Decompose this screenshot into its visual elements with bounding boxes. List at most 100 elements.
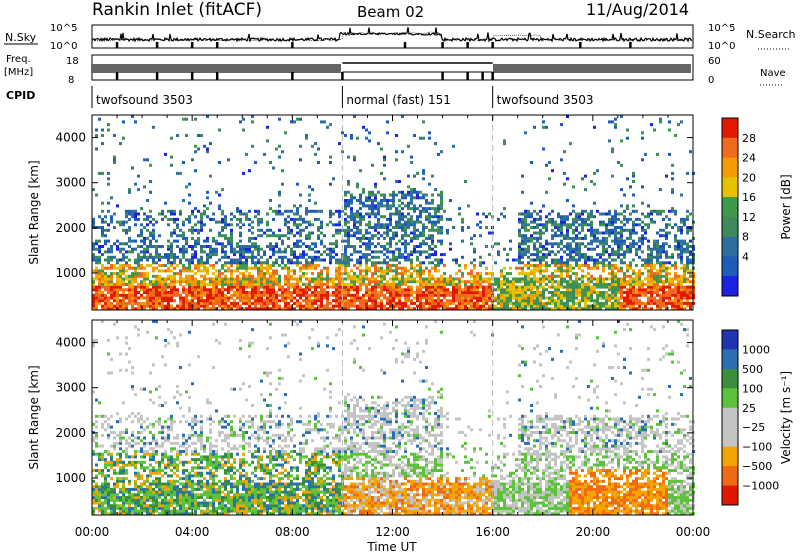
- range-cell: [638, 269, 641, 273]
- range-cell: [398, 250, 401, 254]
- range-cell: [410, 201, 413, 205]
- range-cell: [572, 272, 575, 276]
- range-cell: [110, 296, 113, 300]
- range-cell: [452, 299, 455, 303]
- range-cell: [170, 285, 173, 289]
- range-cell: [413, 234, 416, 238]
- range-cell: [287, 304, 290, 308]
- range-cell: [395, 180, 398, 183]
- range-cell: [125, 215, 128, 219]
- range-cell: [431, 299, 434, 303]
- range-cell: [296, 223, 299, 227]
- range-cell: [668, 282, 671, 286]
- range-cell: [578, 293, 581, 297]
- range-cell: [446, 304, 449, 308]
- range-cell: [392, 199, 395, 202]
- range-cell: [473, 258, 476, 262]
- range-cell: [428, 234, 431, 238]
- range-cell: [623, 285, 626, 289]
- range-cell: [275, 212, 278, 216]
- range-cell: [242, 274, 245, 278]
- range-cell: [392, 226, 395, 229]
- range-cell: [212, 293, 215, 297]
- range-cell: [431, 288, 434, 292]
- range-cell: [548, 253, 551, 257]
- range-cell: [368, 196, 371, 200]
- range-cell: [248, 250, 251, 254]
- range-cell: [461, 220, 464, 224]
- range-cell: [353, 212, 356, 216]
- range-cell: [341, 291, 344, 294]
- range-cell: [293, 277, 296, 281]
- range-cell: [362, 280, 365, 284]
- range-cell: [206, 266, 209, 270]
- range-cell: [251, 120, 254, 124]
- range-cell: [104, 272, 107, 276]
- range-cell: [620, 285, 623, 289]
- range-cell: [260, 301, 263, 305]
- range-cell: [626, 299, 629, 303]
- range-cell: [440, 282, 443, 286]
- range-cell: [560, 123, 563, 127]
- range-cell: [164, 201, 167, 205]
- range-cell: [248, 299, 251, 303]
- range-cell: [224, 217, 227, 221]
- range-cell: [95, 239, 98, 243]
- range-cell: [614, 231, 617, 235]
- range-cell: [194, 291, 197, 294]
- range-cell: [269, 277, 272, 281]
- range-cell: [620, 115, 623, 118]
- range-cell: [107, 274, 110, 278]
- range-cell: [647, 277, 650, 281]
- range-cell: [395, 134, 398, 137]
- range-cell: [422, 280, 425, 284]
- range-cell: [95, 272, 98, 276]
- range-cell: [275, 209, 278, 213]
- range-cell: [476, 272, 479, 276]
- range-cell: [614, 215, 617, 219]
- range-cell: [572, 223, 575, 227]
- range-cell: [512, 277, 515, 281]
- range-cell: [569, 282, 572, 286]
- range-cell: [146, 293, 149, 297]
- range-cell: [233, 285, 236, 289]
- range-cell: [116, 204, 119, 208]
- range-cell: [119, 293, 122, 297]
- range-cell: [110, 196, 113, 200]
- range-cell: [593, 304, 596, 308]
- range-cell: [389, 242, 392, 246]
- range-cell: [647, 299, 650, 303]
- range-cell: [281, 285, 284, 289]
- range-cell: [422, 291, 425, 294]
- range-cell: [260, 261, 263, 265]
- range-cell: [614, 258, 617, 262]
- range-cell: [245, 301, 248, 305]
- range-cell: [635, 264, 638, 267]
- range-cell: [554, 293, 557, 297]
- range-cell: [110, 280, 113, 284]
- range-cell: [590, 247, 593, 251]
- range-cell: [608, 299, 611, 303]
- range-cell: [632, 231, 635, 235]
- range-cell: [623, 217, 626, 221]
- range-cell: [365, 212, 368, 216]
- range-cell: [590, 231, 593, 235]
- range-cell: [668, 299, 671, 303]
- range-cell: [527, 212, 530, 216]
- range-cell: [323, 304, 326, 308]
- range-cell: [182, 255, 185, 259]
- range-cell: [416, 293, 419, 297]
- range-cell: [155, 304, 158, 308]
- range-cell: [374, 185, 377, 189]
- range-cell: [122, 280, 125, 284]
- range-cell: [392, 264, 395, 267]
- range-cell: [191, 158, 194, 162]
- range-cell: [308, 231, 311, 235]
- range-cell: [632, 223, 635, 227]
- range-cell: [440, 280, 443, 284]
- range-cell: [110, 301, 113, 305]
- range-cell: [422, 239, 425, 243]
- range-cell: [380, 299, 383, 303]
- range-cell: [284, 274, 287, 278]
- range-cell: [539, 269, 542, 273]
